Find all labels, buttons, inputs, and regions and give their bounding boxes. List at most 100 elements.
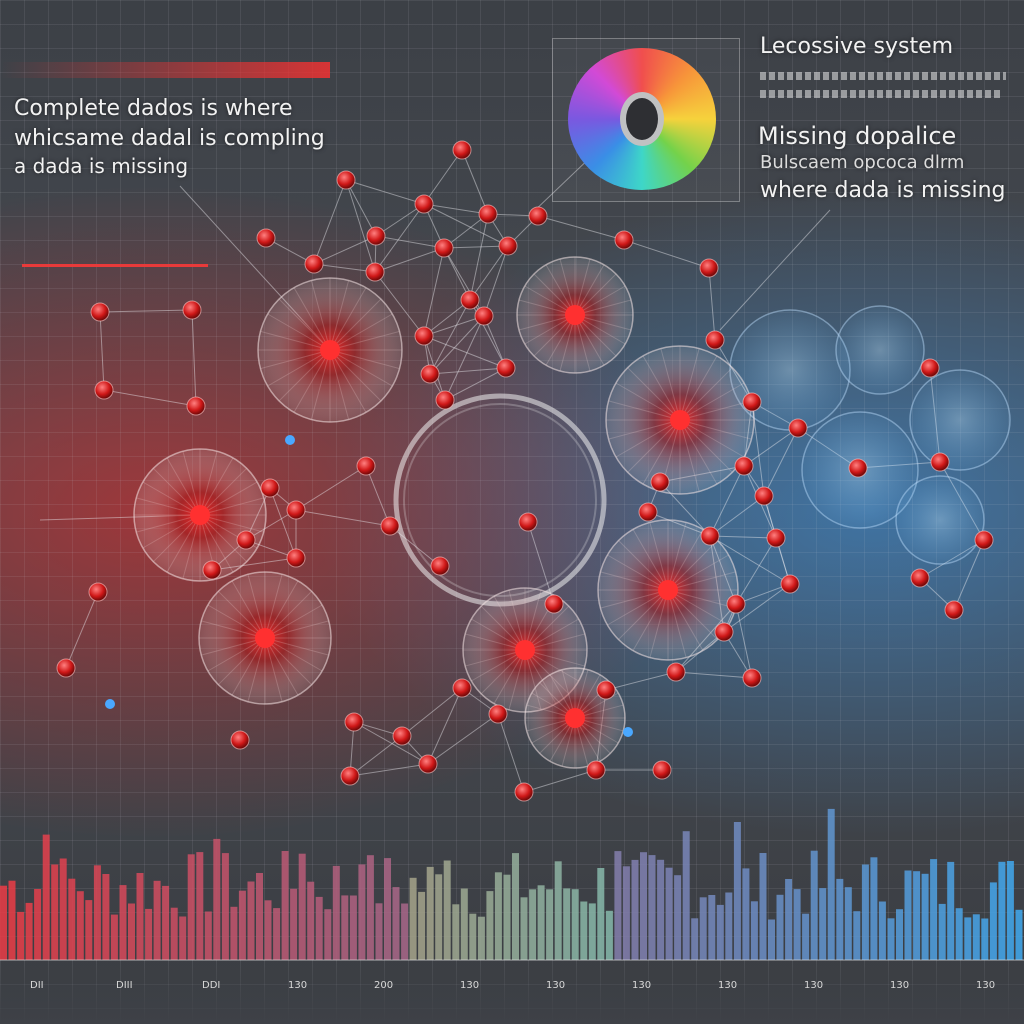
network-link — [427, 713, 499, 765]
cluster-ray — [310, 280, 331, 351]
network-node — [414, 326, 434, 346]
cluster-ray — [649, 522, 669, 591]
cluster-ray — [267, 349, 331, 387]
cluster-core — [658, 580, 678, 600]
histogram-bar — [332, 865, 340, 960]
cluster-ray — [480, 605, 526, 651]
network-node — [514, 782, 534, 802]
network-node — [705, 330, 725, 350]
cluster-ray — [199, 481, 258, 516]
cluster-ray — [199, 497, 264, 516]
network-link — [375, 203, 425, 237]
network-link — [374, 271, 425, 337]
network-link — [427, 687, 463, 765]
cluster-ray — [667, 540, 718, 591]
cluster-ray — [278, 349, 331, 402]
histogram-bar — [366, 855, 374, 960]
histogram-bar — [605, 910, 613, 960]
cluster-ray — [142, 514, 201, 549]
network-node — [848, 458, 868, 478]
histogram-bar — [981, 918, 989, 960]
cluster-ray — [508, 649, 526, 711]
network-node — [202, 560, 222, 580]
network-link — [953, 539, 985, 611]
blue-node — [105, 699, 115, 709]
histogram-bar — [384, 858, 391, 960]
histogram-bar — [315, 896, 323, 960]
network-link — [523, 769, 597, 793]
cluster-ray — [136, 514, 201, 533]
network-node — [418, 754, 438, 774]
cluster-ray — [247, 574, 266, 639]
network-node — [186, 396, 206, 416]
cluster-ray — [608, 400, 681, 421]
histogram-bar — [435, 874, 443, 960]
histogram-bar — [733, 822, 741, 960]
histogram-bar — [375, 903, 383, 960]
histogram-bar — [486, 891, 494, 960]
cluster-ray — [264, 574, 283, 639]
caption-line-1: Complete dados is where — [14, 96, 293, 121]
cluster-ray — [264, 580, 299, 639]
network-link — [709, 535, 777, 539]
network-node — [365, 262, 385, 282]
cluster-ray — [217, 590, 266, 639]
network-node — [434, 238, 454, 258]
network-node — [974, 530, 994, 550]
cluster-ray — [293, 349, 331, 413]
network-node — [920, 358, 940, 378]
network-node — [336, 170, 356, 190]
cluster-ray — [679, 419, 752, 440]
network-link — [389, 525, 441, 567]
network-link — [537, 215, 625, 241]
histogram-bar — [307, 881, 315, 960]
network-link — [423, 315, 485, 337]
network-link — [444, 367, 507, 401]
network-node — [734, 456, 754, 476]
histogram-bar — [443, 860, 451, 960]
cluster-ray — [642, 355, 681, 421]
histogram-bar — [571, 889, 579, 960]
cluster-core — [190, 505, 210, 525]
network-node — [236, 530, 256, 550]
network-link — [345, 179, 377, 237]
red-accent-line — [22, 264, 208, 267]
histogram-bar — [179, 916, 187, 960]
network-link — [623, 239, 710, 269]
cluster-ray — [471, 649, 526, 682]
network-node — [498, 236, 518, 256]
cluster-ray — [600, 571, 669, 591]
cluster-core — [320, 340, 340, 360]
network-link — [709, 465, 745, 537]
network-node — [714, 622, 734, 642]
cluster-ray — [464, 649, 526, 667]
network-link — [423, 247, 445, 337]
histogram-bar — [759, 853, 767, 960]
histogram-bar — [341, 895, 349, 960]
histogram-bar — [964, 917, 972, 960]
histogram-bar — [145, 908, 153, 960]
network-node — [460, 290, 480, 310]
cluster-ray — [508, 589, 526, 651]
blue-node — [285, 435, 295, 445]
cluster-ray — [667, 589, 718, 640]
histogram-bar — [785, 879, 793, 960]
red-accent-bar — [0, 62, 330, 78]
histogram-bar — [665, 867, 673, 960]
network-link — [345, 179, 425, 205]
central-ring — [393, 393, 607, 607]
histogram-bar — [187, 854, 195, 960]
cluster-ray — [464, 633, 526, 651]
histogram-bar — [793, 889, 801, 960]
blue-bubble — [909, 369, 1011, 471]
network-link — [469, 245, 509, 301]
histogram-bar — [298, 853, 306, 960]
missing-subheading: Bulscaem opcoca dlrm — [760, 152, 965, 173]
histogram-bar — [76, 891, 84, 960]
cluster-ray — [679, 419, 700, 492]
cluster-core — [255, 628, 275, 648]
network-node — [528, 206, 548, 226]
cluster-ray — [667, 589, 687, 658]
network-node — [766, 528, 786, 548]
histogram-bar — [930, 859, 938, 960]
